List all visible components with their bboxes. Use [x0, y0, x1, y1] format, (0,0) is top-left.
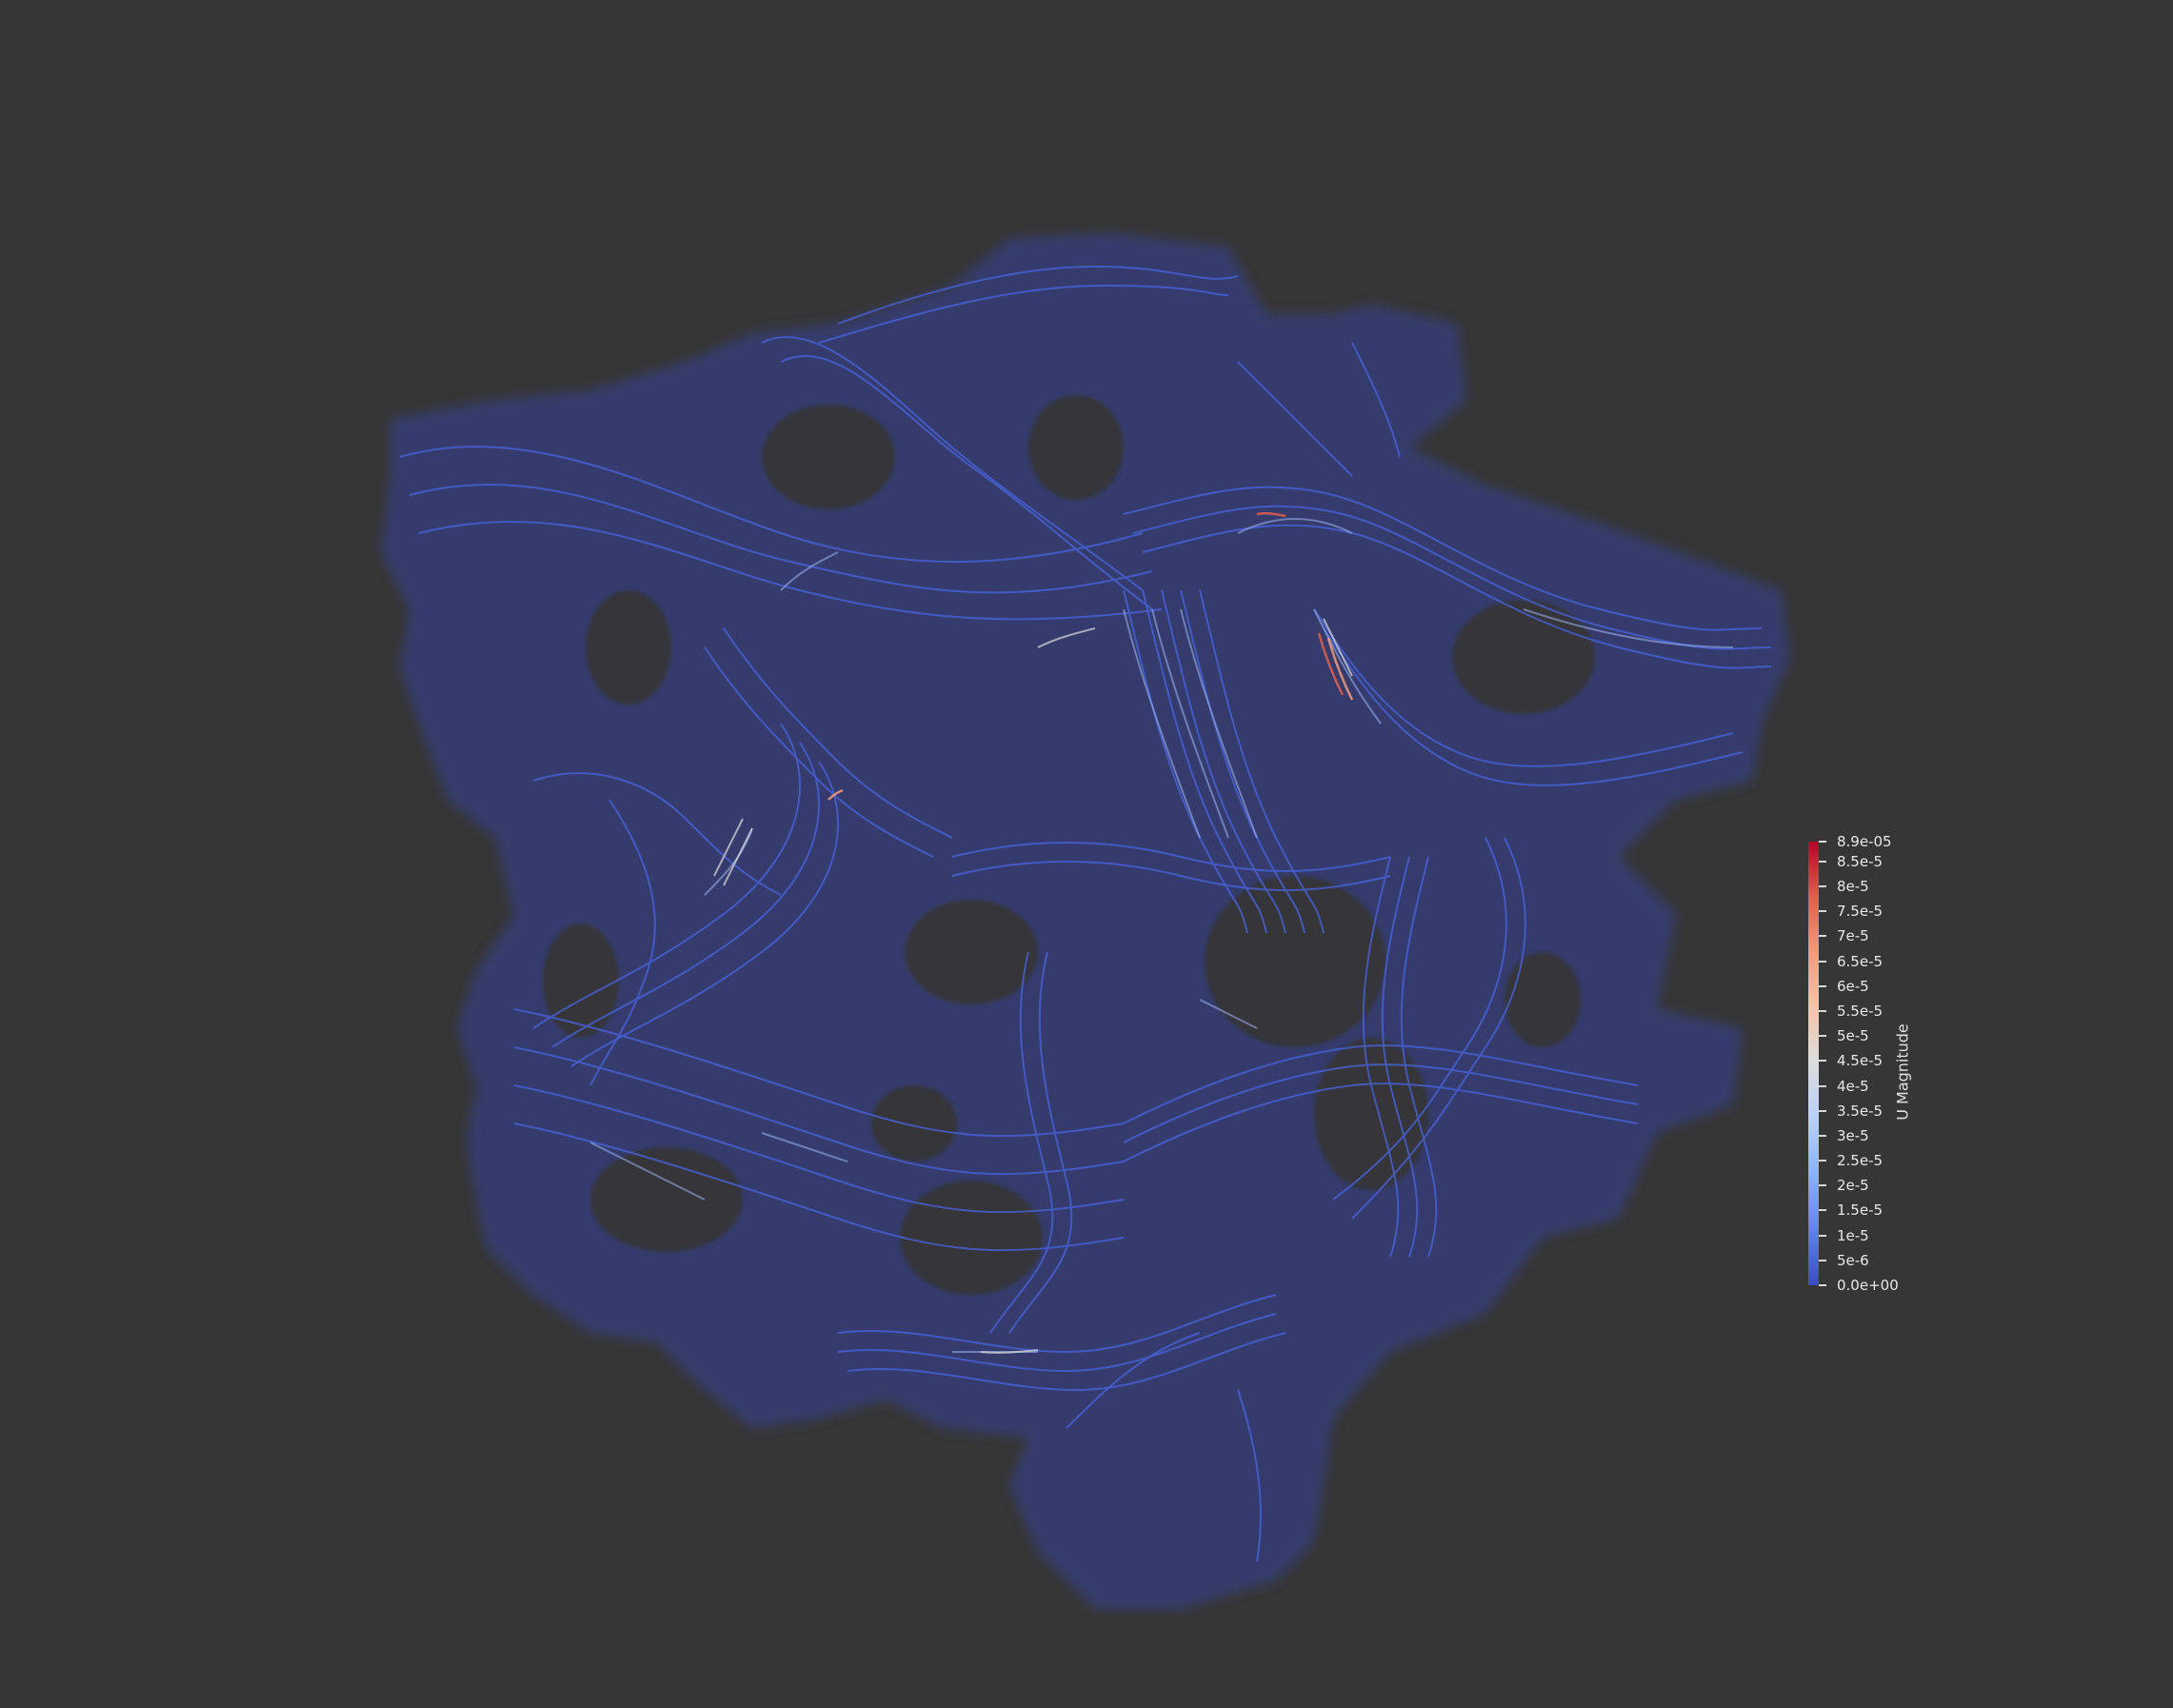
colorbar-tick-label: 7e-5 [1837, 927, 1869, 945]
colorbar-tick [1819, 1060, 1826, 1063]
colorbar-tick [1819, 841, 1826, 843]
colorbar-tick-label: 7.5e-5 [1837, 903, 1884, 921]
colorbar-tick-label: 6.5e-5 [1837, 952, 1884, 970]
colorbar-tick-label: 5.5e-5 [1837, 1003, 1884, 1021]
colorbar-tick [1819, 935, 1826, 938]
colorbar-tick [1819, 1084, 1826, 1087]
colorbar-tick [1819, 910, 1826, 913]
pore-surface [381, 233, 1790, 1609]
colorbar-tick-label: 4.5e-5 [1837, 1052, 1884, 1070]
colorbar-tick-label: 3.5e-5 [1837, 1102, 1884, 1120]
pore-holes [543, 395, 1595, 1295]
colorbar-tick-label: 6e-5 [1837, 977, 1869, 995]
colorbar-tick-label: 2e-5 [1837, 1177, 1869, 1195]
streamlines-fast [713, 618, 1353, 1354]
colorbar-tick-label: 3e-5 [1837, 1126, 1869, 1144]
colorbar-tick-label: 1.5e-5 [1837, 1202, 1884, 1220]
colorbar-tick [1819, 1184, 1826, 1187]
colorbar-tick-label: 2.5e-5 [1837, 1152, 1884, 1170]
colorbar-tick [1819, 1134, 1826, 1137]
streamlines-peak [827, 511, 1354, 801]
scalar-colorbar[interactable]: 8.9e-05 8.5e-5 8e-5 7.5e-5 7e-5 6.5e-5 6e-5 5.5… [1804, 834, 2033, 1415]
colorbar-tick [1819, 1234, 1826, 1237]
colorbar-tick [1819, 860, 1826, 863]
colorbar-tick [1819, 1010, 1826, 1013]
colorbar-tick [1819, 960, 1826, 963]
colorbar-tick-label: 0.0e+00 [1837, 1277, 1899, 1294]
colorbar-tick [1819, 984, 1826, 987]
colorbar-tick [1819, 1109, 1826, 1112]
colorbar-gradient [1808, 842, 1819, 1285]
colorbar-title: U Magnitude [1893, 1023, 1912, 1121]
colorbar-tick [1819, 1284, 1826, 1286]
colorbar-tick-label: 1e-5 [1837, 1226, 1869, 1244]
colorbar-tick-label: 5e-5 [1837, 1027, 1869, 1045]
colorbar-tick-label: 8e-5 [1837, 878, 1869, 896]
colorbar-tick [1819, 1035, 1826, 1038]
colorbar-tick-label: 8.5e-5 [1837, 852, 1884, 870]
colorbar-tick-label: 5e-6 [1837, 1251, 1869, 1269]
streamlines-blue [399, 265, 1772, 1562]
colorbar-tick [1819, 885, 1826, 888]
colorbar-tick-label: 8.9e-05 [1837, 833, 1892, 850]
pore-surface-main [381, 233, 1790, 1609]
colorbar-tick-label: 4e-5 [1837, 1077, 1869, 1095]
colorbar-tick [1819, 1259, 1826, 1261]
colorbar-tick [1819, 1160, 1826, 1162]
colorbar-tick [1819, 1209, 1826, 1212]
